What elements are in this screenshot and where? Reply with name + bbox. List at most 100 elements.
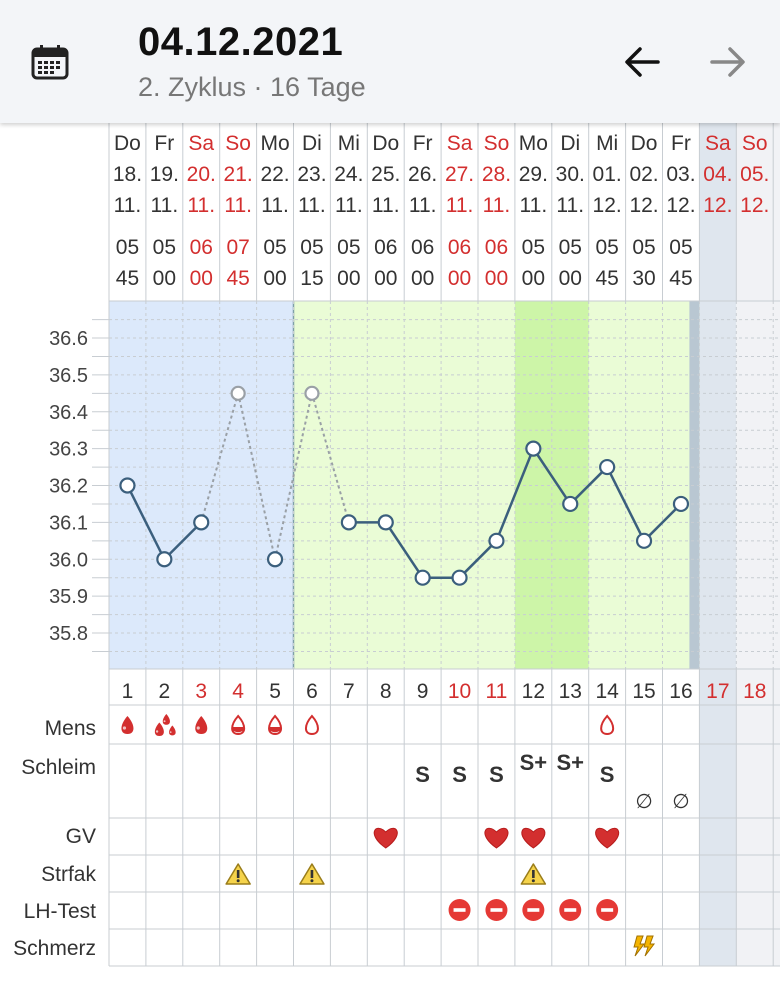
day-month-label: 12. bbox=[740, 194, 769, 217]
lh-negative-icon[interactable] bbox=[522, 899, 545, 921]
lh-negative-icon[interactable] bbox=[485, 899, 508, 921]
temperature-point[interactable] bbox=[635, 532, 653, 549]
day-weekday-label: Sa bbox=[188, 132, 214, 155]
day-weekday-label: Mi bbox=[596, 132, 618, 155]
warning-icon[interactable] bbox=[299, 863, 325, 885]
temperature-segment bbox=[606, 466, 646, 542]
temperature-segment bbox=[384, 521, 424, 579]
temperature-point[interactable] bbox=[672, 495, 690, 513]
cycle-day-number: 14 bbox=[595, 680, 619, 703]
lh-minus bbox=[601, 908, 614, 912]
day-month-label: 12. bbox=[666, 194, 695, 217]
cycle-day-number: 1 bbox=[122, 680, 134, 703]
excluded-temperature-point[interactable] bbox=[230, 385, 246, 401]
cycle-subtitle: 2. Zyklus · 16 Tage bbox=[138, 72, 366, 102]
today-edge bbox=[689, 301, 700, 669]
drop-shine bbox=[169, 731, 172, 733]
day-date-label: 05. bbox=[740, 163, 769, 186]
drop-shape bbox=[121, 716, 134, 734]
blood-drop-empty-icon[interactable] bbox=[600, 714, 615, 736]
y-axis-ticks bbox=[92, 319, 109, 652]
day-weekday-label: Do bbox=[631, 132, 658, 155]
heart-icon[interactable] bbox=[373, 827, 398, 849]
day-month-label: 11. bbox=[556, 194, 584, 217]
temperature-point[interactable] bbox=[414, 569, 431, 586]
measure-minute-label: 30 bbox=[632, 267, 655, 290]
y-tick-label: 36.5 bbox=[49, 365, 88, 387]
excluded-temperature-point[interactable] bbox=[304, 385, 320, 401]
warning-icon[interactable] bbox=[225, 863, 251, 885]
day-date-label: 25. bbox=[371, 163, 400, 186]
heart-icon[interactable] bbox=[484, 827, 509, 849]
temperature-segment bbox=[126, 484, 166, 560]
day-month-label: 12. bbox=[629, 194, 658, 217]
drop-fill bbox=[268, 727, 282, 733]
mucus-marker: ∅ bbox=[635, 791, 652, 813]
calendar-icon[interactable] bbox=[30, 42, 70, 82]
lightning-icon[interactable] bbox=[633, 935, 656, 957]
lightning-bolt bbox=[643, 935, 656, 957]
day-month-label: 11. bbox=[335, 194, 363, 217]
temperature-point[interactable] bbox=[156, 551, 173, 568]
day-month-label: 11. bbox=[483, 194, 511, 217]
blood-drop-empty-icon[interactable] bbox=[304, 714, 319, 736]
lh-minus bbox=[527, 908, 540, 912]
heart-icon[interactable] bbox=[521, 827, 546, 849]
arrow-right-icon[interactable] bbox=[708, 44, 748, 80]
day-date-label: 04. bbox=[703, 163, 732, 186]
blood-drops-heavy-icon[interactable] bbox=[154, 714, 176, 736]
blood-drop-medium-icon[interactable] bbox=[268, 714, 283, 736]
arrow-left-icon[interactable] bbox=[622, 44, 662, 80]
lh-negative-icon[interactable] bbox=[596, 899, 619, 921]
day-date-label: 21. bbox=[224, 163, 253, 186]
day-month-label: 11. bbox=[372, 194, 400, 217]
day-date-label: 22. bbox=[260, 163, 289, 186]
measure-minute-label: 00 bbox=[337, 267, 360, 290]
temperature-point[interactable] bbox=[525, 440, 542, 457]
blood-drop-medium-icon[interactable] bbox=[231, 714, 246, 736]
cycle-day-number: 18 bbox=[743, 680, 766, 703]
temperature-point[interactable] bbox=[488, 532, 505, 549]
warning-icon[interactable] bbox=[520, 863, 547, 885]
cycle-day-number: 2 bbox=[159, 680, 171, 703]
day-weekday-label: Sa bbox=[705, 132, 731, 155]
day-month-label: 11. bbox=[261, 194, 289, 217]
blood-drop-full-icon[interactable] bbox=[195, 716, 208, 734]
drop-shape bbox=[169, 725, 176, 736]
day-weekday-label: Fr bbox=[671, 132, 691, 155]
measure-minute-label: 00 bbox=[485, 267, 508, 290]
today-column bbox=[699, 123, 737, 966]
cycle-day-number: 6 bbox=[306, 680, 318, 703]
day-month-label: 11. bbox=[224, 194, 252, 217]
heart-icon[interactable] bbox=[595, 827, 620, 849]
lightning-bolt bbox=[633, 935, 646, 957]
day-date-label: 20. bbox=[187, 163, 216, 186]
lh-negative-icon[interactable] bbox=[448, 899, 471, 921]
drop-shape bbox=[162, 714, 170, 725]
drop-fill bbox=[231, 727, 245, 733]
temperature-point[interactable] bbox=[193, 514, 210, 531]
day-weekday-label: Sa bbox=[447, 132, 473, 155]
temperature-segment bbox=[163, 521, 203, 561]
temperature-point[interactable] bbox=[340, 514, 357, 531]
temperature-point[interactable] bbox=[562, 495, 579, 513]
measure-hour-label: 07 bbox=[226, 236, 249, 259]
measure-minute-label: 00 bbox=[448, 267, 471, 290]
row-label: Mens bbox=[45, 717, 96, 740]
temperature-segment bbox=[569, 466, 609, 505]
day-date-label: 29. bbox=[519, 163, 548, 186]
temperature-point[interactable] bbox=[119, 477, 136, 494]
blood-drop-full-icon[interactable] bbox=[121, 716, 134, 734]
cycle-day-number: 16 bbox=[669, 680, 692, 703]
mucus-marker: S bbox=[489, 762, 504, 787]
temperature-point[interactable] bbox=[451, 569, 468, 586]
measure-minute-label: 00 bbox=[190, 267, 213, 290]
temperature-point[interactable] bbox=[266, 551, 284, 568]
excluded-link bbox=[237, 393, 277, 560]
cycle-day-number: 17 bbox=[706, 680, 729, 703]
lh-negative-icon[interactable] bbox=[559, 899, 582, 921]
temperature-point[interactable] bbox=[599, 458, 616, 476]
mucus-marker: ∅ bbox=[672, 791, 689, 813]
temperature-point[interactable] bbox=[377, 514, 394, 531]
